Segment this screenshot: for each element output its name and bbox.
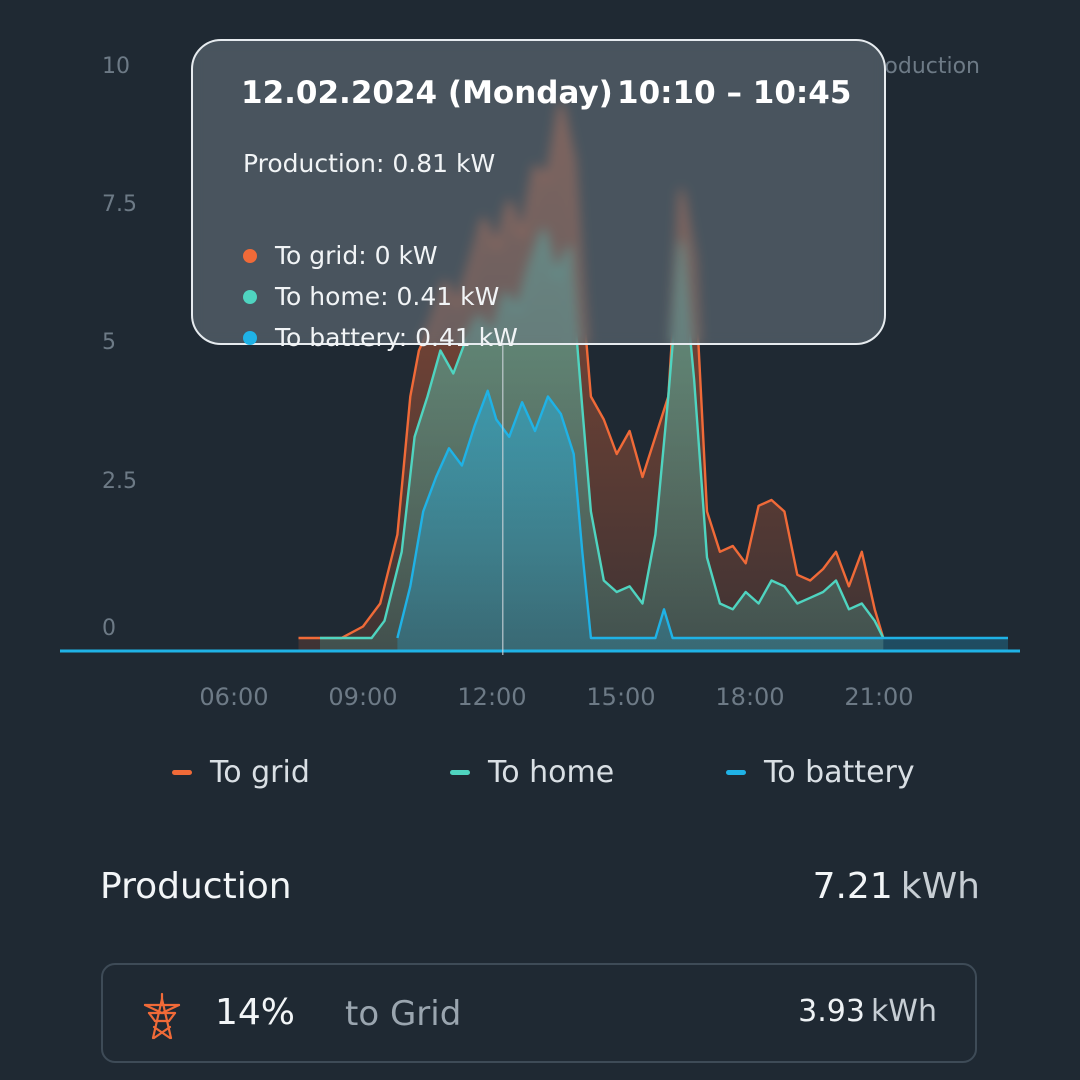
y-tick-label: 10 <box>102 54 130 79</box>
x-tick-label: 12:00 <box>457 683 526 711</box>
tooltip-to-grid: To grid: 0 kW <box>275 241 438 270</box>
legend-item-to-home[interactable]: To home <box>450 755 614 790</box>
x-tick-label: 18:00 <box>715 683 784 711</box>
x-tick-label: 09:00 <box>328 683 397 711</box>
grid-share-percent: 14% <box>215 992 296 1033</box>
legend-label-to-grid: To grid <box>210 755 310 790</box>
chart-legend-partial-label: oduction <box>884 54 980 79</box>
battery-dot-icon <box>243 330 257 345</box>
y-tick-label: 2.5 <box>102 469 137 494</box>
series-line-to-battery <box>396 389 1008 640</box>
y-tick-label: 0 <box>102 616 116 641</box>
production-chart[interactable]: 10 7.5 5 2.5 0 06:00 09:00 12:00 15:00 18:00 21:0… <box>0 0 1080 740</box>
grid-swatch-icon <box>172 770 192 775</box>
legend-label-to-battery: To battery <box>764 755 915 790</box>
production-value: 7.21 <box>812 866 893 907</box>
production-total: 7.21 kWh <box>813 866 980 907</box>
tooltip-row-battery: To battery: 0.41 kW <box>243 323 518 352</box>
legend-item-to-battery[interactable]: To battery <box>726 755 915 790</box>
legend-label-to-home: To home <box>488 755 615 790</box>
grid-share-unit: kWh <box>870 994 937 1029</box>
chart-tooltip: 12.02.2024 (Monday) 10:10 – 10:45 Produc… <box>191 39 886 352</box>
tooltip-production: Production: 0.81 kW <box>243 149 496 178</box>
production-title: Production <box>100 866 292 907</box>
tooltip-to-home: To home: 0.41 kW <box>275 282 500 311</box>
grid-share-value: 3.93 <box>798 994 865 1029</box>
series-area-to-battery <box>397 390 1008 651</box>
home-dot-icon <box>243 289 257 304</box>
series-line-to-home <box>320 228 885 640</box>
y-tick-label: 5 <box>102 330 116 355</box>
x-tick-label: 21:00 <box>844 683 913 711</box>
tooltip-date: 12.02.2024 (Monday) <box>241 75 613 111</box>
x-tick-label: 15:00 <box>586 683 655 711</box>
grid-share-card[interactable]: 14% to Grid 3.93 kWh <box>101 963 977 1063</box>
tooltip-row-home: To home: 0.41 kW <box>243 282 499 311</box>
tooltip-time-range: 10:10 – 10:45 <box>617 75 852 111</box>
y-tick-label: 7.5 <box>102 192 137 217</box>
grid-dot-icon <box>243 248 257 263</box>
chart-legend: To grid To home To battery <box>0 755 1080 805</box>
production-unit: kWh <box>900 866 980 907</box>
battery-swatch-icon <box>726 770 746 775</box>
x-tick-label: 06:00 <box>199 683 268 711</box>
legend-item-to-grid[interactable]: To grid <box>172 755 310 790</box>
power-tower-icon <box>143 992 181 1040</box>
grid-share-energy: 3.93 kWh <box>798 994 937 1029</box>
home-swatch-icon <box>450 770 470 775</box>
grid-share-label: to Grid <box>345 994 462 1034</box>
tooltip-to-battery: To battery: 0.41 kW <box>275 323 518 352</box>
tooltip-row-grid: To grid: 0 kW <box>243 241 438 270</box>
